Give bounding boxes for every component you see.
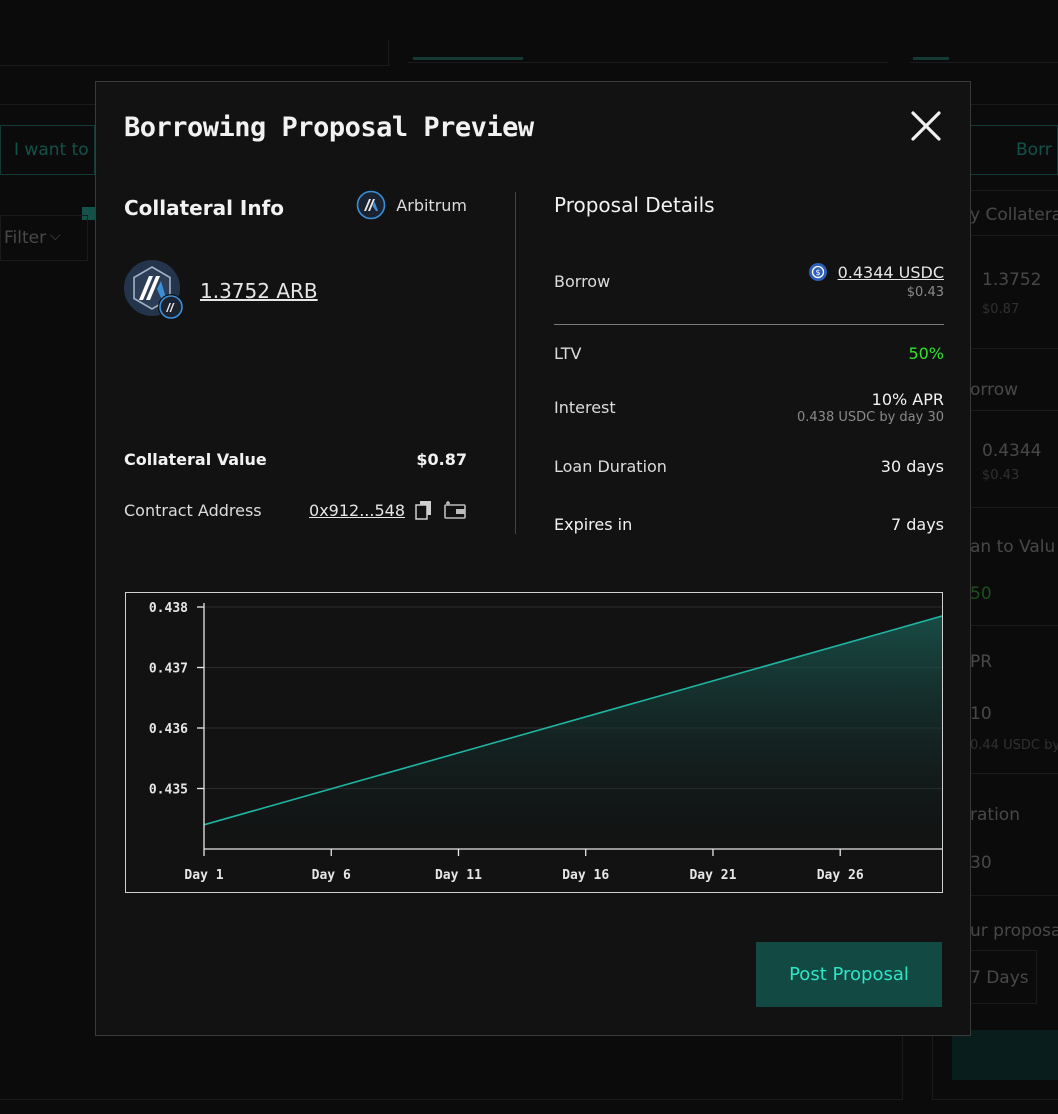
close-icon [911,111,941,141]
bg-collateral-usd: $0.87 [982,302,1020,317]
collateral-token-row: 1.3752 ARB [124,260,318,322]
chain-badge: Arbitrum [356,190,467,220]
bg-divider [0,1099,903,1100]
bg-duration-label: ration [970,805,1020,825]
ltv-label: LTV [554,344,582,363]
bg-apr-sub: 0.44 USDC by [970,738,1058,753]
bg-collateral-value: 1.3752 [982,270,1042,290]
copy-icon[interactable] [415,500,433,520]
loan-duration-value: 30 days [880,457,944,476]
borrow-label: Borrow [554,271,611,291]
bg-borrow-usd: $0.43 [982,468,1020,483]
collateral-value-label: Collateral Value [124,450,267,469]
expires-label: Expires in [554,515,633,534]
collateral-value-row: Collateral Value $0.87 [124,450,467,469]
bg-apr-label: PR [970,652,993,672]
contract-address-group: 0x912...548 [309,500,467,520]
bg-chevron-down-icon: ⌵ [50,228,61,244]
bg-divider [388,40,389,66]
chart-x-tick-label: Day 6 [312,868,351,883]
chart-x-tick-label: Day 26 [817,868,864,883]
bg-divider [970,410,1058,411]
bg-divider [408,62,888,63]
bg-duration-value: 30 [970,853,992,873]
borrowing-proposal-modal: Borrowing Proposal Preview Collateral In… [95,81,971,1036]
chart-y-tick-label: 0.438 [149,601,188,616]
bg-ltv-label: an to Valu [970,537,1056,557]
bg-i-want-to-tab[interactable] [0,125,95,175]
chain-name: Arbitrum [396,195,467,215]
arb-token-icon [124,260,186,322]
interest-chart: 0.435 0.436 0.437 0.438 Day 1 Day 6 Day 11 Day … [125,592,943,893]
bg-borrow-value: 0.4344 [982,441,1042,461]
chart-y-tick-label: 0.435 [149,783,188,798]
interest-value: 10% APR [871,390,944,409]
bg-proposal-days: 7 Days [970,968,1029,988]
bg-divider [970,773,1058,774]
column-divider [515,192,516,534]
chart-x-tick-label: Day 1 [184,868,223,883]
bg-borrow-tab-label: Borr [1016,140,1052,160]
chart-area [204,616,942,849]
collateral-info-section: Collateral Info Arbitrum [124,190,467,520]
interest-row: Interest 10% APR 0.438 USDC by day 30 [554,390,944,425]
borrow-usd: $0.43 [906,285,944,300]
bg-divider [910,62,1058,63]
chart-x-tick-label: Day 21 [689,868,736,883]
borrow-row: Borrow $ 0.4344 USDC $0.43 [554,262,944,301]
bg-tab-indicator [913,57,949,60]
chart-y-tick-label: 0.437 [149,662,188,677]
interest-sub: 0.438 USDC by day 30 [797,410,944,425]
bg-divider [970,348,1058,349]
chart-series-line [203,615,943,826]
details-divider [554,324,944,325]
arbitrum-icon [356,190,386,220]
collateral-value: $0.87 [416,450,467,469]
bg-ltv-value: 50 [970,584,992,604]
loan-duration-label: Loan Duration [554,457,667,476]
ltv-row: LTV 50% [554,344,944,363]
proposal-details-section: Proposal Details Borrow $ 0.4344 USDC $0… [554,190,944,535]
bg-i-want-to-label: I want to [14,140,89,160]
contract-address-link[interactable]: 0x912...548 [309,500,405,520]
svg-text:$: $ [815,268,820,277]
bg-divider [0,65,390,66]
modal-title: Borrowing Proposal Preview [124,112,534,143]
bg-filter-dropdown[interactable] [0,215,88,261]
expires-row: Expires in 7 days [554,515,944,534]
proposal-details-title: Proposal Details [554,193,715,217]
bg-submit-button[interactable] [952,1030,1058,1080]
contract-address-label: Contract Address [124,500,262,520]
bg-apr-value: 10 [970,704,992,724]
bg-marker [82,207,95,220]
bg-divider [970,507,1058,508]
bg-tab-indicator [413,57,523,60]
chart-x-tick-label: Day 11 [435,868,482,883]
collateral-info-title: Collateral Info [124,196,285,220]
bg-collateral-label: y Collatera [970,205,1058,225]
collateral-amount-link[interactable]: 1.3752 ARB [200,279,318,303]
interest-chart-svg: 0.435 0.436 0.437 0.438 Day 1 Day 6 Day 11 Day … [149,601,943,883]
bg-proposal-label: ur proposa [970,921,1058,941]
close-button[interactable] [908,108,944,144]
bg-filter-label: Filter [4,228,47,248]
bg-divider [970,235,1058,236]
bg-divider [970,895,1058,896]
contract-address-row: Contract Address 0x912...548 [124,500,467,520]
borrow-value-group: $ 0.4344 USDC $0.43 [808,262,944,300]
borrow-amount-link[interactable]: 0.4344 USDC [837,262,944,282]
usdc-icon: $ [808,263,827,281]
ltv-value: 50% [908,344,944,363]
add-to-wallet-icon[interactable] [443,500,467,520]
bg-divider [902,1030,903,1100]
bg-divider [970,625,1058,626]
expires-value: 7 days [890,515,944,534]
interest-label: Interest [554,398,616,417]
post-proposal-button[interactable]: Post Proposal [756,942,942,1007]
loan-duration-row: Loan Duration 30 days [554,457,944,476]
chart-x-tick-label: Day 16 [562,868,609,883]
chart-y-tick-label: 0.436 [149,722,188,737]
bg-borrow-label: orrow [970,380,1019,400]
